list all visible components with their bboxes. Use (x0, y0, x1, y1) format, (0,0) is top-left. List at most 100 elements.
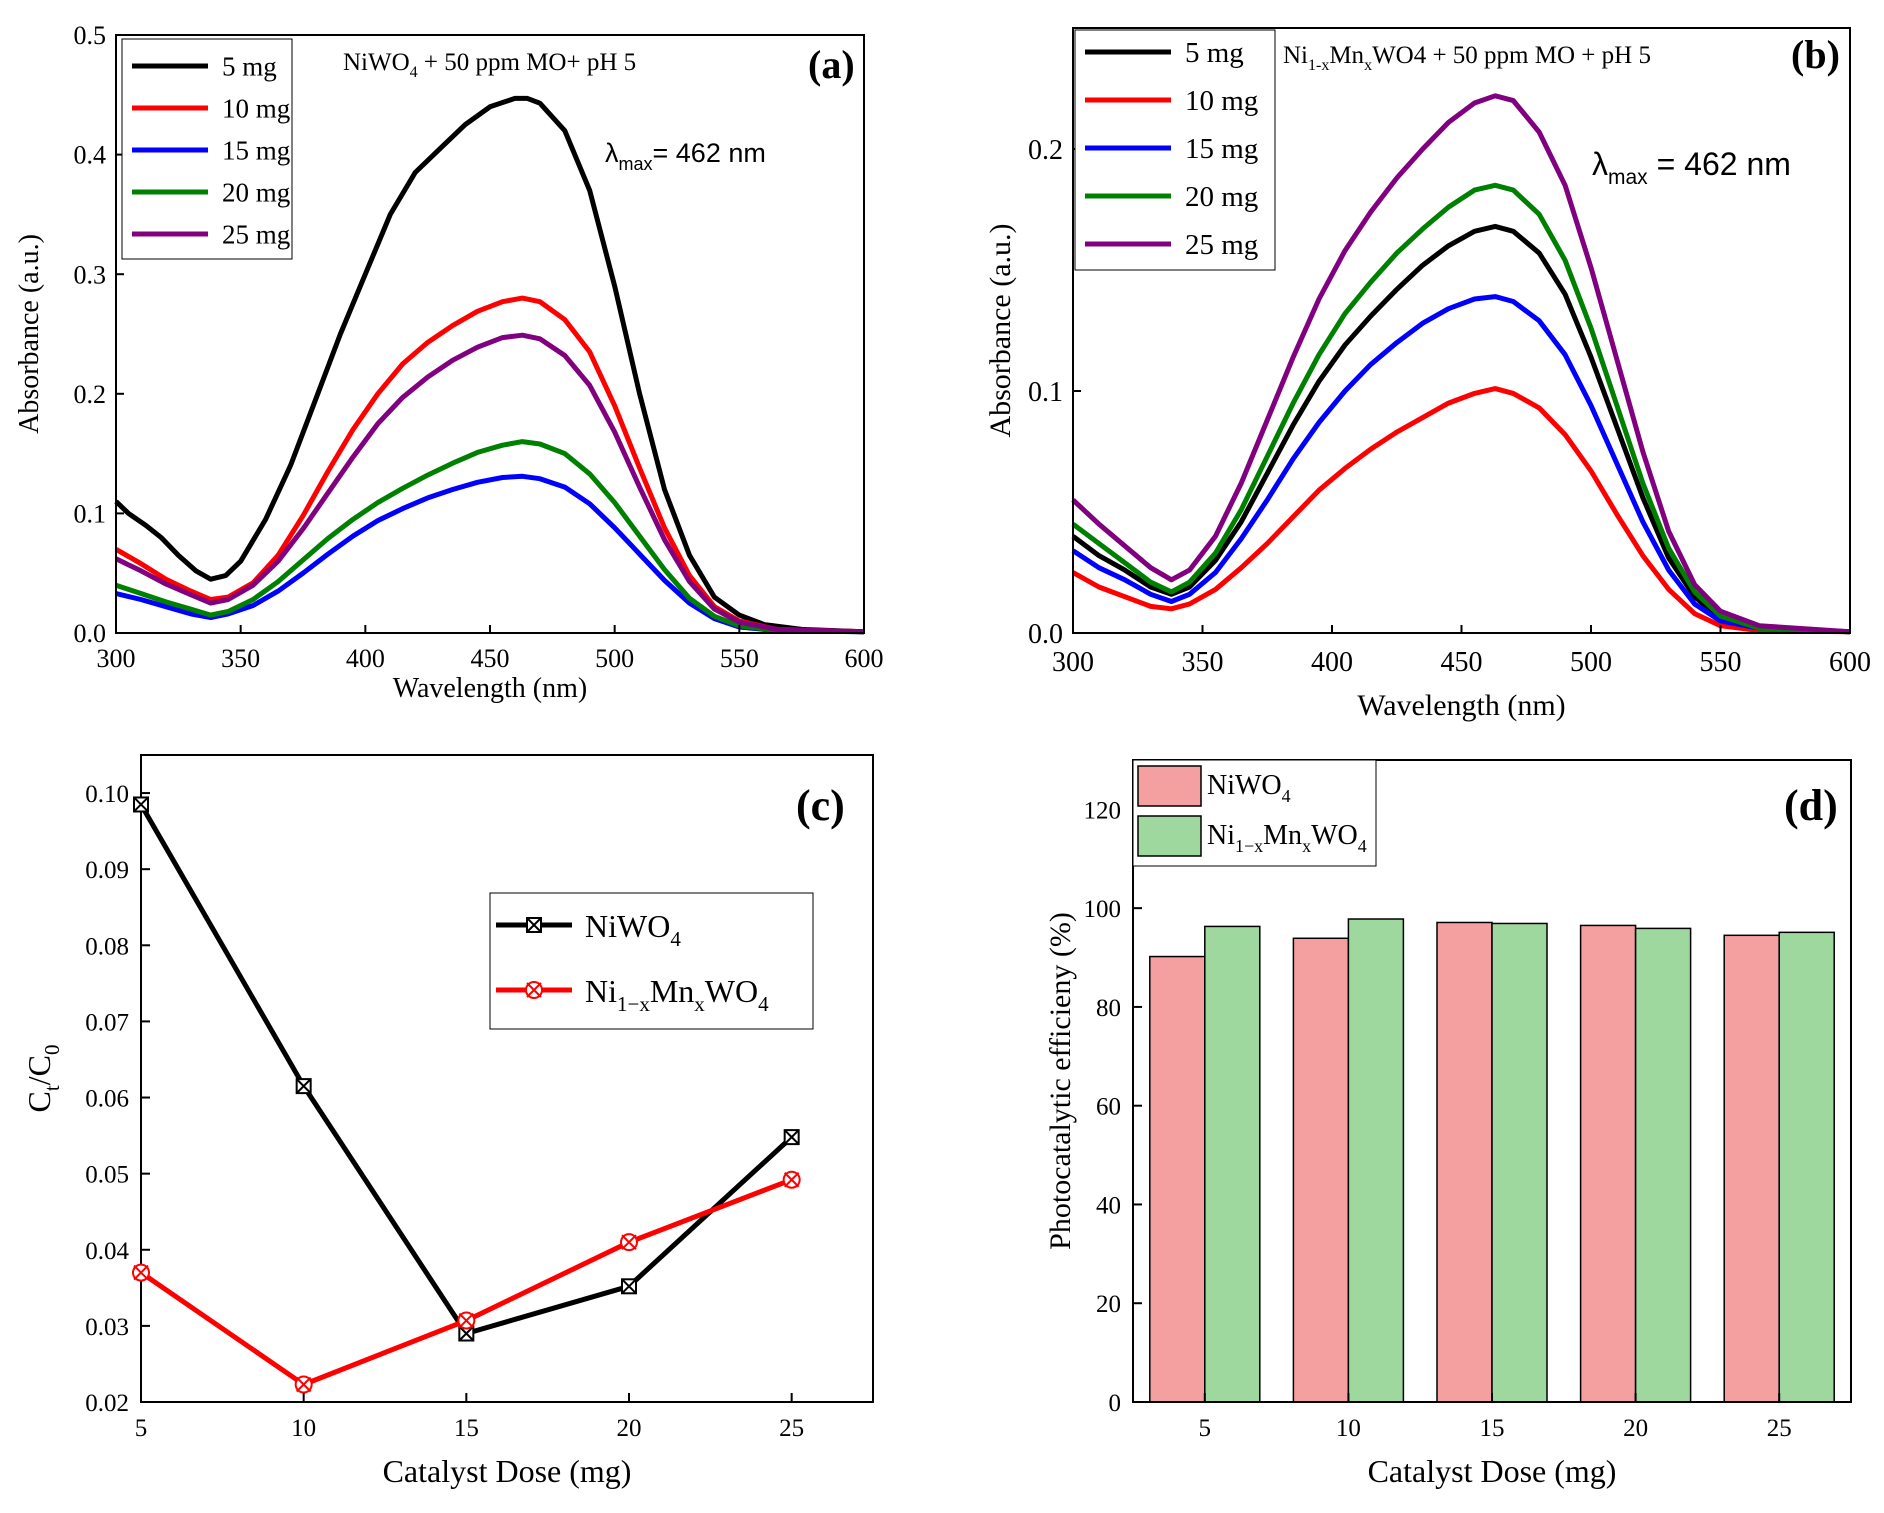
y-tick-label: 0.07 (85, 1009, 129, 1036)
subscript-text: 4 (1358, 836, 1367, 856)
y-tick-label: 60 (1096, 1094, 1121, 1121)
bar-NiWO4-5 (1149, 955, 1206, 1403)
marker-cross (458, 1312, 475, 1329)
legend-label: Ni1−xMnxWO4 (1207, 820, 1367, 856)
x-tick-label: 550 (1700, 647, 1742, 678)
x-tick-label: 500 (1570, 647, 1612, 678)
y-tick-label: 100 (1084, 896, 1122, 923)
bar-Ni1-xMnxWO4-15 (1491, 922, 1548, 1403)
series-line (139, 1177, 793, 1387)
legend-swatch (1137, 815, 1202, 857)
y-axis-label: Photocatalytic efficieny (%) (1044, 912, 1077, 1250)
x-tick-label: 15 (1480, 1415, 1505, 1442)
bar-NiWO4-15 (1436, 921, 1493, 1403)
subscript-text: 0 (40, 1045, 64, 1056)
label-text: NiWO (1207, 770, 1282, 801)
data-point (783, 1129, 800, 1146)
bar-NiWO4-10 (1292, 937, 1350, 1403)
subscript-text: 4 (1282, 786, 1291, 806)
label-text: Ni (585, 973, 617, 1009)
subscript-text: 4 (410, 64, 418, 81)
marker-cross (783, 1129, 800, 1145)
legend-label: 5 mg (1185, 37, 1244, 69)
series-line-5mg (1071, 223, 1851, 635)
label-text: NiWO (585, 908, 670, 944)
series-line-20mg (1071, 182, 1851, 635)
y-tick-label: 0.04 (85, 1238, 129, 1265)
x-tick-label: 600 (1829, 647, 1871, 678)
subscript-text: x (694, 992, 705, 1016)
chart-title: NiWO4 + 50 ppm MO+ pH 5 (343, 49, 636, 81)
marker-cross (783, 1172, 800, 1188)
marker-cross (526, 982, 542, 998)
data-point (295, 1078, 312, 1095)
chart-title: Ni1-xMnxWO4 + 50 ppm MO + pH 5 (1283, 42, 1651, 74)
series-line-15mg (1071, 294, 1851, 635)
subscript-text: 4 (758, 992, 769, 1016)
label-text: Mn (1329, 42, 1364, 69)
y-tick-label: 20 (1096, 1291, 1121, 1318)
marker-cross (621, 1234, 637, 1250)
x-tick-label: 350 (1182, 647, 1224, 678)
y-tick-label: 0.3 (74, 260, 107, 289)
y-tick-label: 0.1 (1028, 377, 1063, 408)
marker-cross (295, 1078, 312, 1094)
legend-label: 15 mg (1185, 133, 1258, 165)
x-tick-label: 10 (1336, 1415, 1361, 1442)
data-point (133, 796, 149, 813)
x-axis-label: Catalyst Dose (mg) (1368, 1453, 1617, 1489)
legend: 5 mg 10 mg 15 mg 20 mg 25 mg (121, 38, 293, 260)
x-tick-label: 550 (720, 644, 759, 673)
label-text: WO (705, 973, 758, 1009)
subscript-text: 4 (670, 927, 681, 951)
y-tick-label: 0.2 (1028, 135, 1063, 166)
legend-label: 5 mg (222, 51, 277, 81)
label-text: WO (1311, 820, 1358, 851)
legend-box (489, 892, 814, 1030)
series-line-25mg (1071, 93, 1851, 635)
label-text: C (21, 1091, 57, 1112)
y-axis-label: Absorbance (a.u.) (984, 223, 1017, 437)
series-line-5mg (114, 95, 865, 635)
bar-Ni1-xMnxWO4-25 (1778, 931, 1835, 1403)
bar-Ni1-xMnxWO4-10 (1347, 918, 1405, 1403)
label-text: Mn (1263, 820, 1302, 851)
legend-label: Ni1−xMnxWO4 (585, 973, 769, 1016)
subscript-text: x (1302, 836, 1311, 856)
subscript-text: max (1608, 166, 1648, 189)
label-text: = 462 nm (653, 138, 766, 168)
marker-cross (458, 1325, 475, 1342)
series-line (138, 803, 794, 1336)
y-tick-label: 0.0 (1028, 619, 1063, 650)
legend-label: 25 mg (222, 219, 290, 249)
y-tick-label: 0.4 (74, 141, 107, 170)
x-tick-label: 600 (845, 644, 884, 673)
series-line-15mg (115, 473, 865, 635)
label-text: λ (1592, 146, 1608, 182)
x-tick-label: 25 (1767, 1415, 1792, 1442)
legend-label: 20 mg (1185, 181, 1258, 213)
data-point (620, 1233, 638, 1252)
legend-label: 10 mg (222, 93, 290, 123)
data-point (782, 1170, 801, 1189)
x-tick-label: 20 (617, 1415, 642, 1442)
marker-cross (133, 796, 149, 813)
y-tick-label: 0.05 (85, 1162, 129, 1189)
marker-cross (526, 917, 542, 933)
series-line-10mg (114, 295, 865, 635)
bar-NiWO4-20 (1579, 924, 1637, 1403)
y-tick-label: 0 (1109, 1390, 1122, 1417)
x-tick-label: 5 (135, 1415, 148, 1442)
x-tick-label: 500 (595, 644, 634, 673)
legend-label: 20 mg (222, 177, 290, 207)
data-point (457, 1311, 476, 1330)
plot-frame (140, 754, 874, 1403)
x-axis-label: Wavelength (nm) (393, 673, 587, 704)
bar-NiWO4-25 (1723, 934, 1780, 1403)
panel-d: 5 10 15 20 25 0 20 40 60 80 100 120 Catalyst Dose (m… (1044, 759, 1852, 1489)
legend-label: 10 mg (1185, 85, 1258, 117)
y-tick-label: 0.03 (85, 1314, 129, 1341)
label-text: /C (21, 1055, 57, 1085)
bar-Ni1-xMnxWO4-5 (1204, 925, 1261, 1403)
y-tick-label: 0.08 (85, 933, 129, 960)
